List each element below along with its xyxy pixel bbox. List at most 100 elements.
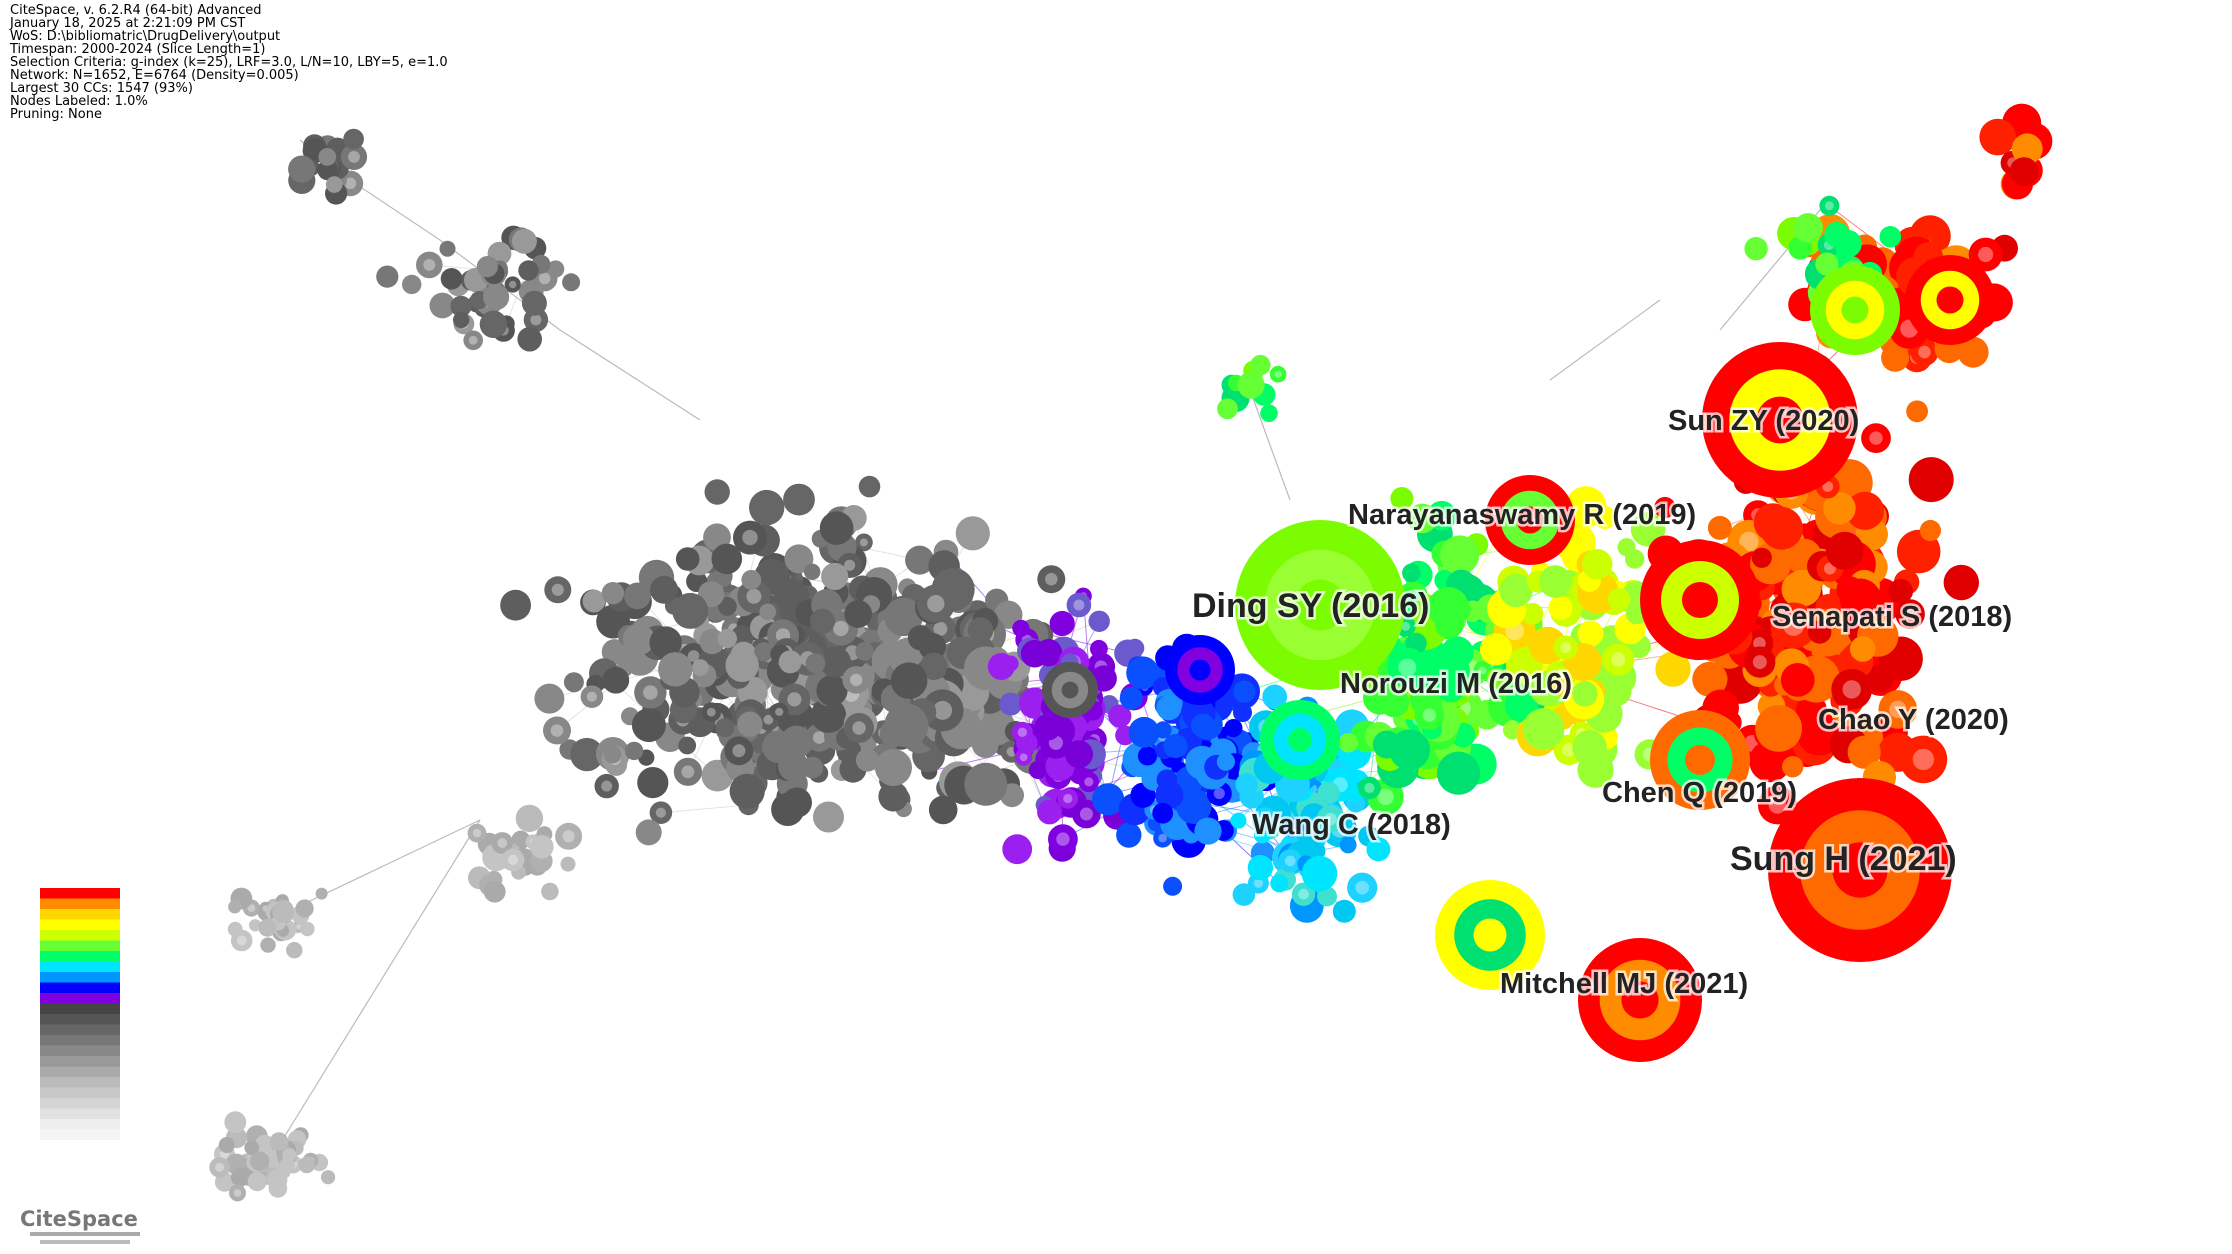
node-core: [1377, 788, 1394, 805]
node-label: Narayanaswamy R (2019): [1348, 499, 1696, 531]
node: [295, 899, 314, 918]
node-labels: Sun ZY (2020) Narayanaswamy R (2019) Din…: [1190, 403, 2015, 1003]
node: [1125, 638, 1145, 658]
node-core: [1768, 796, 1787, 814]
node: [1572, 680, 1598, 707]
node: [317, 159, 339, 181]
node-core: [706, 707, 716, 717]
node-core: [215, 1162, 225, 1172]
node: [729, 773, 765, 809]
node-core: [236, 935, 247, 946]
node-core: [1936, 286, 1964, 314]
node-core: [348, 151, 360, 163]
node: [439, 240, 456, 257]
node: [658, 652, 693, 687]
node: [1037, 799, 1062, 825]
node-core: [1562, 743, 1576, 757]
node-core: [1473, 918, 1507, 952]
node-core: [1822, 481, 1834, 492]
node: [955, 516, 990, 551]
node: [534, 683, 565, 714]
node-core: [1783, 615, 1804, 636]
node: [692, 659, 709, 676]
node: [1429, 651, 1470, 692]
node: [1012, 619, 1030, 637]
node: [1339, 836, 1357, 854]
node-core: [233, 1189, 242, 1197]
node-label: Chao Y (2020): [1818, 704, 2009, 736]
node-core: [247, 904, 256, 912]
node: [1247, 854, 1274, 881]
node-core: [497, 838, 508, 848]
node: [1358, 776, 1381, 800]
node: [1839, 578, 1882, 620]
node-core: [1298, 888, 1309, 900]
edge: [660, 804, 749, 814]
node: [300, 921, 315, 937]
node: [749, 489, 785, 526]
node: [483, 880, 506, 903]
node-core: [1079, 807, 1093, 821]
legend-swatch: [40, 1014, 120, 1025]
legend-swatch: [40, 1003, 120, 1014]
node: [635, 819, 662, 846]
node: [288, 155, 316, 183]
node: [340, 143, 368, 170]
node: [770, 702, 789, 722]
node: [518, 260, 539, 281]
node-core: [1752, 655, 1767, 670]
node: [1707, 515, 1732, 540]
node: [1831, 669, 1873, 710]
node-core: [1274, 370, 1282, 378]
node: [1366, 837, 1391, 862]
node: [580, 685, 604, 708]
node-core: [538, 272, 551, 285]
node: [1194, 817, 1222, 845]
legend-swatch: [40, 1077, 120, 1088]
node: [517, 326, 542, 352]
node-core: [1478, 666, 1487, 675]
node: [1278, 849, 1303, 873]
node: [1979, 118, 2016, 156]
node-core: [601, 780, 613, 792]
legend-swatch: [40, 888, 120, 899]
node: [1744, 237, 1768, 261]
node: [1316, 805, 1345, 833]
info-line: Pruning: None: [10, 107, 102, 122]
node: [547, 260, 565, 278]
node: [672, 592, 709, 629]
node-core: [1918, 345, 1931, 359]
node: [1108, 704, 1132, 728]
node: [269, 1132, 289, 1152]
edge: [269, 819, 481, 1161]
node: [318, 148, 337, 166]
node: [501, 848, 525, 872]
node-core: [1019, 753, 1028, 762]
node: [1237, 371, 1265, 399]
node: [603, 745, 622, 764]
node: [1156, 695, 1182, 721]
node: [229, 1184, 246, 1202]
node: [1806, 705, 1827, 726]
node: [450, 295, 472, 317]
node: [1137, 746, 1158, 766]
node: [500, 589, 531, 621]
logo-bar: [40, 1240, 130, 1244]
node-core: [472, 828, 482, 838]
info-line: Nodes Labeled: 1.0%: [10, 94, 148, 109]
node: [622, 623, 655, 656]
node: [1548, 595, 1573, 621]
node: [649, 626, 682, 659]
node: [1819, 195, 1840, 216]
node: [819, 511, 854, 545]
node-label: Ding SY (2016): [1192, 587, 1429, 625]
legend-swatch: [40, 972, 120, 983]
node: [224, 1111, 247, 1134]
node: [675, 547, 700, 571]
node: [844, 713, 874, 743]
node-core: [1056, 832, 1070, 846]
node-core: [1355, 880, 1369, 895]
node-core: [1294, 579, 1346, 631]
node: [1486, 668, 1507, 689]
